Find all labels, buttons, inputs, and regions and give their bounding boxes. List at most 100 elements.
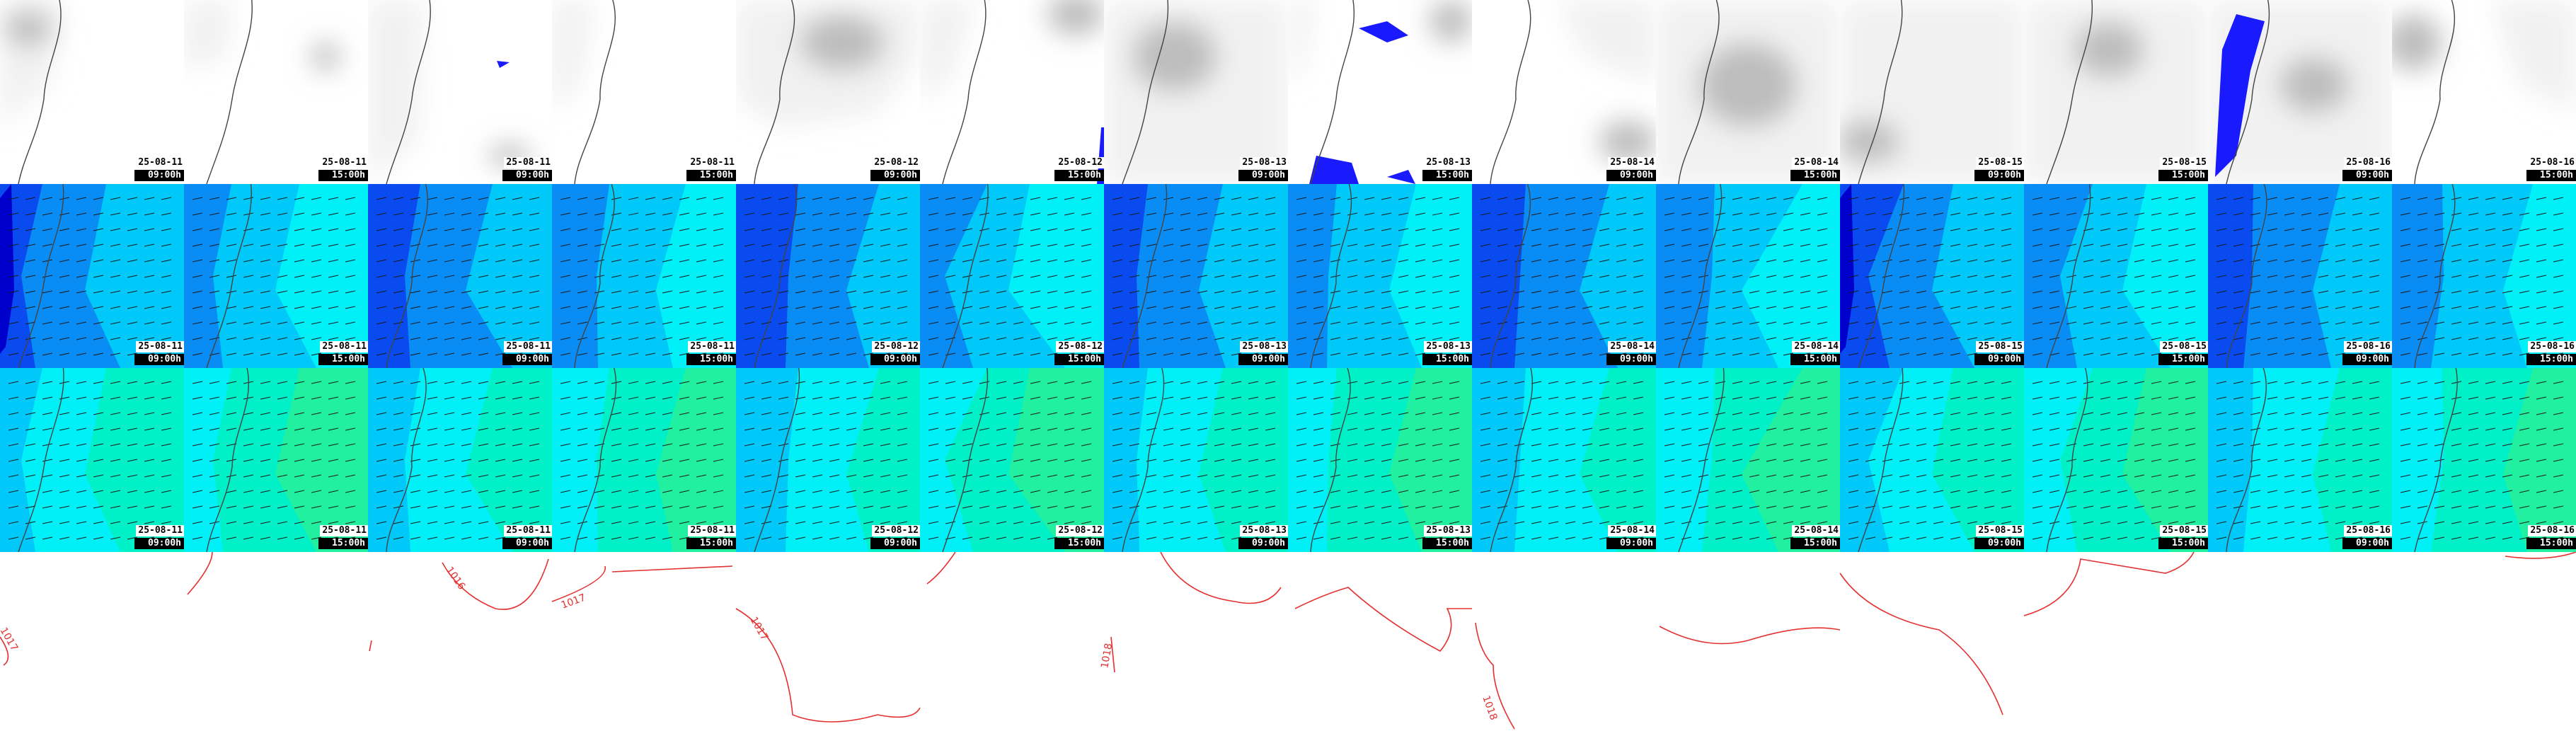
wind-arrow: [512, 490, 523, 493]
wind-arrow: [2250, 197, 2261, 200]
wind-arrow: [93, 521, 104, 524]
wind-arrow: [2216, 321, 2227, 325]
wind-arrow: [1698, 228, 1709, 231]
forecast-date-label: 25-08-16: [2344, 525, 2392, 536]
coastline: [18, 0, 62, 184]
wind-arrow: [243, 275, 254, 278]
wind-arrow: [880, 259, 891, 263]
wind-arrow: [863, 412, 874, 415]
isobar-line: [2023, 552, 2195, 616]
forecast-time-label: 09:00h: [2342, 538, 2392, 549]
wind-arrow: [1984, 521, 1995, 524]
wind-arrow: [2066, 212, 2077, 216]
wind-arrow: [1800, 459, 1811, 462]
wind-arrow: [161, 228, 172, 231]
wind-arrow: [1899, 427, 1910, 431]
wind-arrow: [1899, 352, 1910, 356]
coastline: [574, 0, 616, 184]
wind-arrow: [1783, 337, 1794, 340]
wind-high-panel: 25-08-14 09:00h: [1472, 368, 1656, 552]
wind-arrow: [2519, 352, 2530, 356]
wind-arrow: [628, 197, 639, 200]
wind-arrow: [529, 474, 540, 478]
wind-arrow: [1848, 396, 1859, 400]
wind-arrow: [1681, 243, 1692, 247]
coastline: [386, 184, 428, 368]
wind-high-panel: 25-08-11 09:00h: [0, 368, 184, 552]
wind-arrow: [795, 259, 806, 263]
wind-arrow: [2233, 536, 2244, 540]
wind-arrow: [192, 275, 203, 278]
coastline: [1490, 184, 1531, 368]
wind-arrow: [1480, 459, 1491, 462]
wind-arrow: [444, 306, 455, 309]
wind-arrow: [328, 505, 339, 509]
wind-arrow: [928, 212, 939, 216]
wind-arrow: [495, 459, 506, 462]
isobar-line: [1160, 552, 1282, 604]
wind-arrow: [1732, 412, 1743, 415]
wind-arrow: [144, 490, 155, 493]
wind-arrow: [2267, 443, 2278, 447]
wind-arrow: [226, 474, 237, 478]
wind-arrow: [594, 306, 605, 309]
wind-arrow: [192, 474, 203, 478]
wind-arrow: [1231, 443, 1242, 447]
wind-arrow: [679, 459, 690, 462]
wind-arrow: [1800, 306, 1811, 309]
wind-arrow: [2369, 459, 2380, 462]
wind-arrow: [444, 243, 455, 247]
coastline: [1858, 184, 1905, 368]
wind-low-field: [1288, 184, 1472, 368]
wind-arrow: [1432, 490, 1443, 493]
wind-arrow: [2250, 412, 2261, 415]
wind-arrow: [1633, 396, 1644, 400]
wind-arrow: [962, 243, 973, 247]
wind-arrow: [1081, 275, 1092, 278]
wind-arrow: [2134, 321, 2145, 325]
wind-arrow: [1415, 396, 1426, 400]
wind-arrow: [1180, 505, 1191, 509]
wind-arrow: [2451, 321, 2462, 325]
wind-arrow: [311, 521, 322, 524]
wind-arrow: [2536, 275, 2547, 278]
wind-arrow: [611, 352, 622, 356]
wind-arrow: [512, 306, 523, 309]
wind-arrow: [1064, 490, 1075, 493]
wind-arrow: [628, 275, 639, 278]
wind-arrow: [1882, 259, 1893, 263]
wind-arrow: [1347, 505, 1358, 509]
wind-arrow: [1865, 228, 1876, 231]
wind-arrow: [1616, 337, 1627, 340]
wind-arrow: [243, 321, 254, 325]
wind-arrow: [2134, 459, 2145, 462]
wind-arrow: [192, 197, 203, 200]
wind-arrow: [226, 427, 237, 431]
wind-arrow: [560, 290, 571, 294]
wind-arrow: [444, 259, 455, 263]
wind-arrow: [945, 197, 956, 200]
wind-high-field: [736, 368, 920, 552]
wind-arrow: [2216, 197, 2227, 200]
wind-arrow: [1047, 321, 1058, 325]
wind-arrow: [744, 412, 755, 415]
wind-arrow: [1480, 321, 1491, 325]
wind-arrow: [829, 505, 840, 509]
wind-arrow: [1984, 275, 1995, 278]
wind-low-field: [2024, 184, 2208, 368]
wind-arrow: [495, 536, 506, 540]
wind-arrow: [328, 521, 339, 524]
wind-arrow: [2451, 352, 2462, 356]
wind-arrow: [328, 412, 339, 415]
wind-arrow: [529, 521, 540, 524]
wind-arrow: [1848, 306, 1859, 309]
wind-arrow: [1565, 259, 1576, 263]
wind-arrow: [611, 321, 622, 325]
wind-arrow: [1129, 228, 1140, 231]
wind-arrow: [1398, 427, 1409, 431]
wind-arrow: [1783, 427, 1794, 431]
wind-arrow: [1112, 381, 1123, 384]
wind-arrow: [2352, 474, 2363, 478]
wind-arrow: [2185, 412, 2196, 415]
wind-arrow: [1933, 337, 1944, 340]
